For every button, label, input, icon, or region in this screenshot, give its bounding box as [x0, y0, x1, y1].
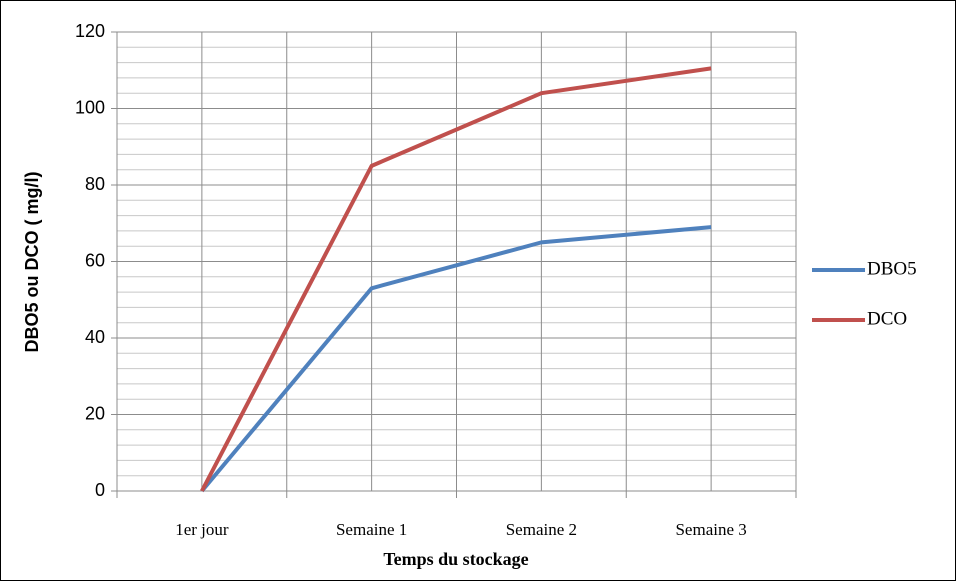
- y-tick-label: 20: [85, 403, 105, 423]
- y-tick-label: 80: [85, 174, 105, 194]
- y-tick-label: 120: [75, 21, 105, 41]
- y-tick-label: 40: [85, 327, 105, 347]
- data-line: [200, 225, 712, 493]
- legend-label: DBO5: [867, 258, 917, 279]
- y-tick-label: 100: [75, 97, 105, 117]
- x-tick-label: Semaine 3: [675, 520, 746, 539]
- y-axis-title: DBO5 ou DCO ( mg/l): [22, 172, 42, 353]
- x-tick-label: 1er jour: [175, 520, 229, 539]
- y-tick-label: 0: [95, 480, 105, 500]
- y-tick-label: 60: [85, 250, 105, 270]
- legend-label: DCO: [867, 308, 907, 329]
- data-line: [200, 66, 712, 492]
- x-tick-label: Semaine 2: [506, 520, 577, 539]
- x-axis-title: Temps du stockage: [383, 549, 528, 569]
- x-tick-label: Semaine 1: [336, 520, 407, 539]
